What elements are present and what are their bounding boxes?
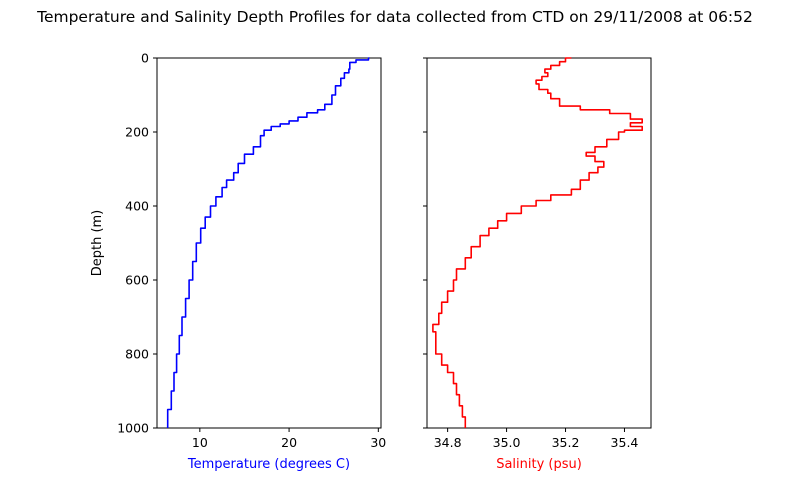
temperature-line — [166, 57, 370, 428]
y-tick-label: 600 — [125, 273, 149, 288]
salinity-x-tick-label: 35.2 — [552, 435, 580, 450]
y-tick-label: 800 — [125, 347, 149, 362]
salinity-x-axis-label: Salinity (psu) — [496, 457, 582, 472]
salinity-plot-frame — [426, 57, 652, 429]
salinity-x-tick-label: 35.4 — [611, 435, 639, 450]
temperature-x-tick-label: 20 — [281, 435, 297, 450]
salinity-x-tick-label: 34.8 — [434, 435, 462, 450]
y-axis-label: Depth (m) — [90, 210, 105, 277]
y-tick-label: 1000 — [117, 421, 149, 436]
temperature-x-axis-label: Temperature (degrees C) — [187, 457, 350, 472]
temperature-x-tick-label: 30 — [370, 435, 386, 450]
temperature-plot-frame — [156, 57, 382, 429]
y-tick-label: 0 — [141, 51, 149, 66]
temperature-panel: 10 20 30 0 200 400 600 800 1000 Temperature (degr… — [117, 51, 386, 473]
y-tick-label: 200 — [125, 125, 149, 140]
salinity-x-tick-label: 35.0 — [493, 435, 521, 450]
y-tick-label: 400 — [125, 199, 149, 214]
chart-title: Temperature and Salinity Depth Profiles … — [36, 8, 753, 26]
salinity-panel: 34.8 35.0 35.2 35.4 Salinity (psu) — [423, 57, 652, 472]
salinity-line — [432, 57, 643, 428]
temperature-x-tick-label: 10 — [192, 435, 208, 450]
